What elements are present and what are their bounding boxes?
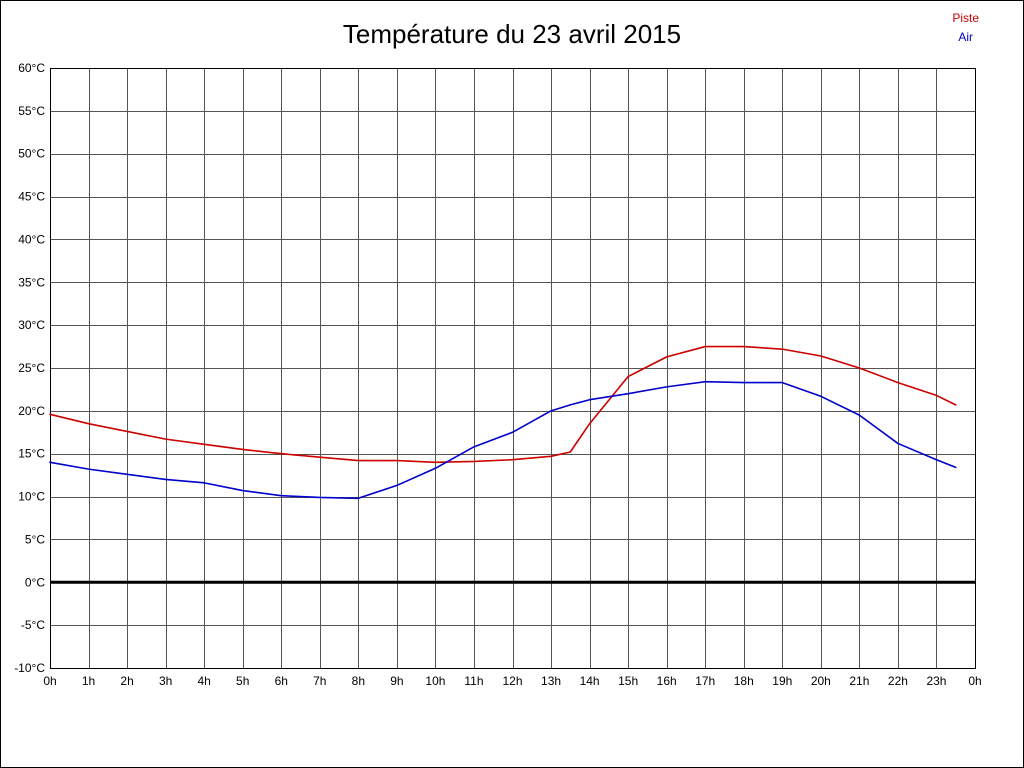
y-axis-tick-label: 20°C: [18, 404, 45, 418]
x-axis-tick-label: 23h: [926, 674, 946, 688]
x-axis-tick-label: 6h: [275, 674, 288, 688]
y-axis-tick-label: 55°C: [18, 104, 45, 118]
y-axis-tick-label: 5°C: [25, 532, 45, 546]
y-axis-tick-label: 35°C: [18, 275, 45, 289]
y-axis-tick-label: 15°C: [18, 447, 45, 461]
series-line-piste: [49, 345, 957, 464]
x-axis-tick-label: 7h: [313, 674, 326, 688]
x-axis-tick-label: 5h: [236, 674, 249, 688]
y-axis-tick-label: 10°C: [18, 490, 45, 504]
chart-legend: Piste Air: [952, 11, 979, 44]
x-axis-tick-label: 3h: [159, 674, 172, 688]
x-axis-tick-label: 1h: [82, 674, 95, 688]
y-axis-tick-label: 50°C: [18, 147, 45, 161]
y-axis-tick-label: 0°C: [25, 575, 45, 589]
x-axis-tick-label: 9h: [390, 674, 403, 688]
x-axis-tick-label: 0h: [968, 674, 981, 688]
x-axis-tick-label: 0h: [43, 674, 56, 688]
y-axis-tick-label: 45°C: [18, 190, 45, 204]
y-axis-tick-label: 60°C: [18, 61, 45, 75]
x-axis-tick-label: 21h: [849, 674, 869, 688]
x-axis-tick-label: 2h: [120, 674, 133, 688]
chart-title: Température du 23 avril 2015: [342, 19, 682, 49]
y-axis-tick-label: 25°C: [18, 361, 45, 375]
x-axis-tick-label: 15h: [618, 674, 638, 688]
y-axis-tick-label: -5°C: [21, 618, 45, 632]
y-axis-tick-label: -10°C: [14, 661, 45, 675]
y-axis-tick-label: 40°C: [18, 232, 45, 246]
legend-piste-label: Piste: [952, 11, 979, 25]
x-axis-tick-label: 18h: [734, 674, 754, 688]
x-axis-tick-label: 19h: [772, 674, 792, 688]
x-axis-tick-label: 8h: [352, 674, 365, 688]
x-axis-tick-label: 17h: [695, 674, 715, 688]
x-axis-tick-label: 12h: [502, 674, 522, 688]
x-axis-tick-label: 16h: [657, 674, 677, 688]
x-axis-tick-label: 11h: [464, 674, 483, 688]
grid: [50, 68, 976, 669]
x-axis-tick-label: 14h: [580, 674, 600, 688]
x-axis-tick-label: 22h: [888, 674, 908, 688]
plot-border: [50, 68, 976, 669]
y-axis-tick-label: 30°C: [18, 318, 45, 332]
series-line-air: [49, 380, 957, 500]
x-axis-tick-label: 13h: [541, 674, 561, 688]
x-axis-tick-label: 10h: [425, 674, 445, 688]
x-axis-tick-label: 20h: [811, 674, 831, 688]
legend-air-label: Air: [958, 30, 973, 44]
x-axis-tick-label: 4h: [197, 674, 210, 688]
